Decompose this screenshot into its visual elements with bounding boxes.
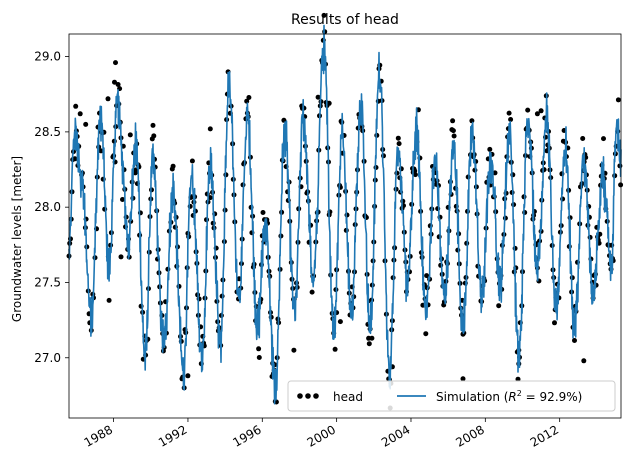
head-point <box>381 153 386 159</box>
y-tick-label: 27.0 <box>34 351 61 365</box>
head-point <box>400 198 406 204</box>
head-point <box>450 128 456 134</box>
head-point <box>436 234 442 240</box>
plot-frame <box>69 34 621 418</box>
head-point <box>424 273 430 279</box>
head-point <box>246 95 252 100</box>
head-point <box>165 266 171 272</box>
head-point <box>580 136 586 141</box>
y-axis-label-text: Groundwater levels [meter] <box>10 156 24 322</box>
x-tick-label: 2012 <box>528 422 561 449</box>
head-point <box>118 254 124 260</box>
x-tick-label: 1992 <box>156 422 189 449</box>
x-tick-label: 2008 <box>453 422 486 449</box>
head-point <box>487 146 493 152</box>
head-point <box>207 126 213 132</box>
head-point <box>618 182 624 188</box>
head-point <box>615 97 621 103</box>
head-point <box>369 335 375 341</box>
y-tick-label: 28.5 <box>34 125 61 139</box>
head-point <box>256 355 262 360</box>
head-point <box>552 320 557 326</box>
head-point <box>127 132 133 138</box>
y-axis: 27.0 27.5 28.0 28.5 29.0 <box>34 50 69 365</box>
plot-border <box>68 33 622 419</box>
head-point <box>196 296 202 302</box>
x-tick-label: 2004 <box>379 422 412 449</box>
head-point <box>105 96 111 102</box>
legend-label-simulation-name: Simulation <box>436 390 500 404</box>
head-point <box>291 347 297 353</box>
head-point <box>396 141 402 147</box>
head-point <box>515 376 521 382</box>
head-point <box>451 133 457 139</box>
y-axis-label: Groundwater levels [meter] <box>10 156 24 322</box>
head-point <box>326 100 332 106</box>
head-point <box>332 346 338 352</box>
x-axis: 1988 1992 1996 2000 2004 2008 2012 <box>82 418 561 450</box>
head-point <box>508 117 514 122</box>
head-point <box>260 210 266 215</box>
head-point <box>321 12 327 18</box>
head-point <box>106 297 112 303</box>
y-tick-label: 27.5 <box>34 275 61 289</box>
head-point <box>150 122 156 128</box>
x-tick-label: 1996 <box>230 422 263 449</box>
head-point <box>112 79 117 85</box>
head-point <box>72 156 78 162</box>
head-point <box>450 118 456 124</box>
head-point <box>83 121 89 127</box>
y-tick-label: 29.0 <box>34 50 61 64</box>
head-point <box>601 136 606 142</box>
legend-box <box>287 380 616 412</box>
y-tick-label: 28.0 <box>34 200 61 214</box>
plot-area <box>66 12 624 419</box>
head-point <box>98 148 104 154</box>
head-point <box>366 341 372 347</box>
head-point <box>111 138 117 144</box>
chart-title: Results of head <box>291 12 399 28</box>
head-point <box>151 133 157 139</box>
head-point <box>185 373 191 379</box>
head-point <box>210 220 216 226</box>
head-point <box>189 158 195 164</box>
head-point <box>207 195 213 201</box>
head-point <box>572 338 577 343</box>
x-tick-label: 2000 <box>305 422 338 449</box>
x-tick-label: 1988 <box>82 422 115 449</box>
head-point <box>460 376 466 382</box>
head-point <box>506 110 512 116</box>
head-point <box>395 135 401 141</box>
head-point <box>170 163 176 169</box>
head-point <box>120 197 125 202</box>
legend-label-simulation-r2: 92.9% <box>540 390 578 404</box>
head-point <box>315 94 321 100</box>
head-point <box>337 319 343 325</box>
head-point <box>73 103 79 109</box>
head-point <box>492 170 498 176</box>
simulation-line <box>68 24 622 405</box>
head-point <box>525 107 531 113</box>
legend: head Simulation (R2 = 92.9%) <box>287 380 616 412</box>
head-point <box>560 196 566 202</box>
series-layer <box>66 12 624 411</box>
head-point <box>77 111 83 117</box>
head-point <box>496 303 502 309</box>
legend-label-head: head <box>333 390 363 404</box>
head-point <box>244 98 250 104</box>
head-point <box>534 111 540 117</box>
head-point <box>309 289 315 295</box>
head-point <box>512 245 518 251</box>
head-point <box>538 108 544 114</box>
head-point <box>581 358 587 364</box>
head-point <box>113 60 118 66</box>
head-point <box>455 247 461 253</box>
head-point <box>256 346 262 352</box>
legend-label-simulation: Simulation (R2 = 92.9%) <box>436 389 582 404</box>
head-point <box>115 82 121 87</box>
legend-marker-head <box>297 393 319 399</box>
head-point <box>423 331 429 337</box>
head-point <box>412 172 418 178</box>
